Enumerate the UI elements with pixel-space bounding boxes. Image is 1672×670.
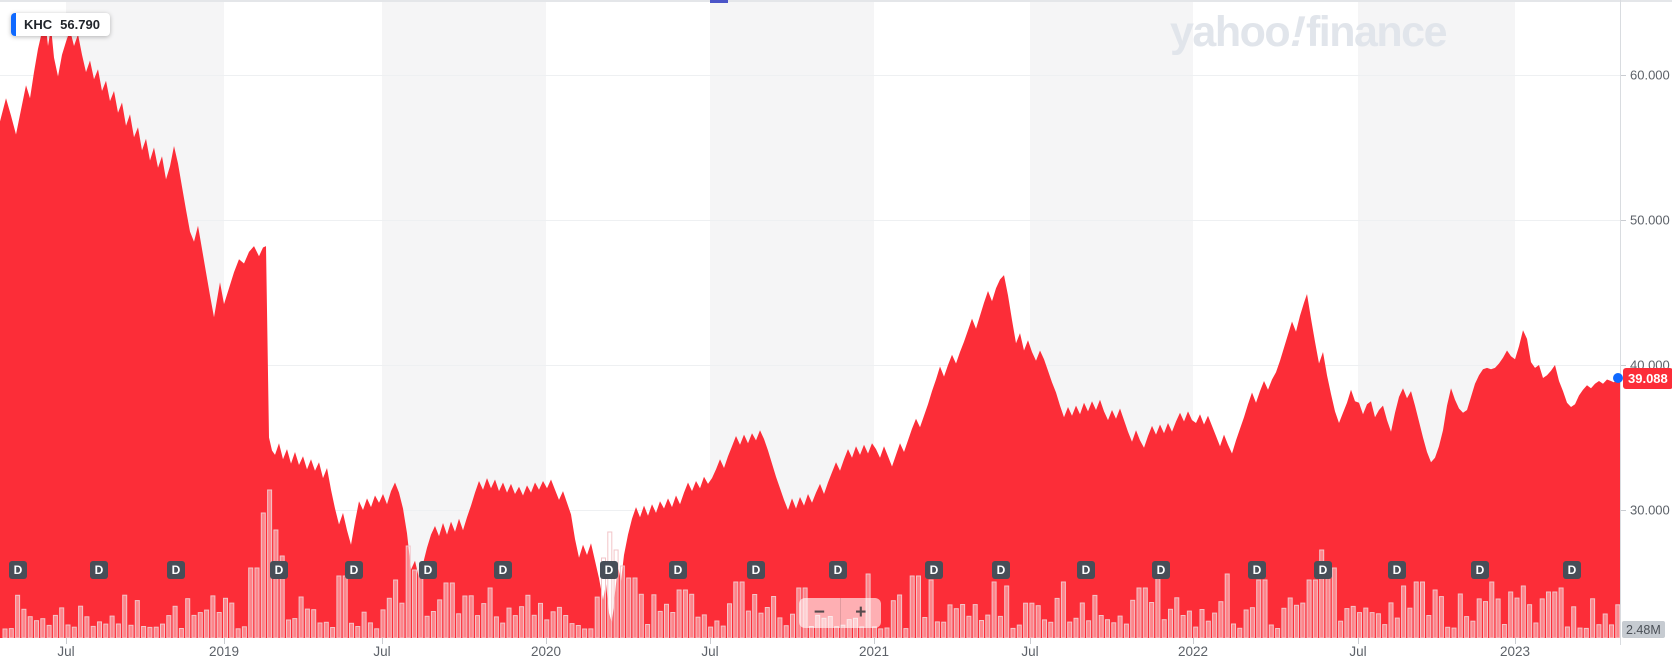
legend-ticker-chip[interactable]: KHC 56.790 [11,13,110,36]
x-axis-tick [710,638,711,644]
x-axis-tick [382,638,383,644]
dividend-marker[interactable]: D [1314,561,1332,579]
yahoo-finance-watermark: yahoo!finance [1169,8,1448,57]
last-price-dot-icon [1613,373,1623,384]
x-axis-tick [1030,638,1031,644]
price-area-series [0,18,1620,638]
zoom-out-button[interactable]: − [813,602,825,623]
x-axis-label: Jul [373,644,391,659]
dividend-marker[interactable]: D [494,561,512,579]
legend-accent-bar-icon [11,13,16,36]
y-axis-label: 30.000 [1630,502,1670,518]
dividend-marker[interactable]: D [1471,561,1489,579]
x-axis-label: Jul [57,644,75,659]
dividend-marker[interactable]: D [992,561,1010,579]
watermark-finance: finance [1305,8,1448,56]
zoom-controls: − + [799,598,881,628]
gridline [0,75,1620,76]
y-axis-tick [1620,510,1626,511]
ticker-symbol: KHC [24,17,53,32]
gridline [0,220,1620,221]
dividend-marker[interactable]: D [419,561,437,579]
x-axis-tick [1515,638,1516,644]
dividend-marker[interactable]: D [600,561,618,579]
y-axis-tick [1620,220,1626,221]
x-axis-label: Jul [1021,644,1039,659]
y-axis-label: 60.000 [1630,67,1670,83]
x-axis-label: Jul [1349,644,1367,659]
top-scroll-indicator [710,0,728,3]
x-axis-label: 2022 [1177,644,1209,659]
dividend-marker[interactable]: D [925,561,943,579]
x-axis-tick [1193,638,1194,644]
dividend-marker[interactable]: D [1152,561,1170,579]
y-axis-label: 50.000 [1630,212,1670,228]
x-axis-label: Jul [701,644,719,659]
dividend-marker[interactable]: D [669,561,687,579]
dividend-marker[interactable]: D [9,561,27,579]
dividend-marker[interactable]: D [1563,561,1581,579]
dividend-marker[interactable]: D [345,561,363,579]
x-axis-tick [874,638,875,644]
x-axis-tick [224,638,225,644]
x-axis-tick [66,638,67,644]
last-price-badge: 39.088 [1623,367,1672,389]
dividend-marker[interactable]: D [829,561,847,579]
dividend-marker[interactable]: D [90,561,108,579]
x-axis-label: 2020 [530,644,562,659]
dividend-marker[interactable]: D [167,561,185,579]
ticker-value: 56.790 [60,17,100,32]
dividend-marker[interactable]: D [1388,561,1406,579]
y-axis-tick [1620,75,1626,76]
x-axis-tick [1358,638,1359,644]
top-border [0,0,1672,2]
x-axis-label: 2021 [858,644,890,659]
price-area-chart[interactable] [0,0,1620,638]
dividend-marker[interactable]: D [747,561,765,579]
dividend-marker[interactable]: D [270,561,288,579]
x-axis-label: 2023 [1499,644,1531,659]
last-volume-badge: 2.48M [1622,621,1665,638]
zoom-in-button[interactable]: + [839,598,882,628]
dividend-marker[interactable]: D [1077,561,1095,579]
watermark-yahoo: yahoo [1169,8,1291,56]
gridline [0,365,1620,366]
y-axis-tick [1620,365,1626,366]
dividend-marker[interactable]: D [1248,561,1266,579]
x-axis-tick [546,638,547,644]
right-axis-line [1620,0,1621,645]
x-axis-label: 2019 [208,644,240,659]
